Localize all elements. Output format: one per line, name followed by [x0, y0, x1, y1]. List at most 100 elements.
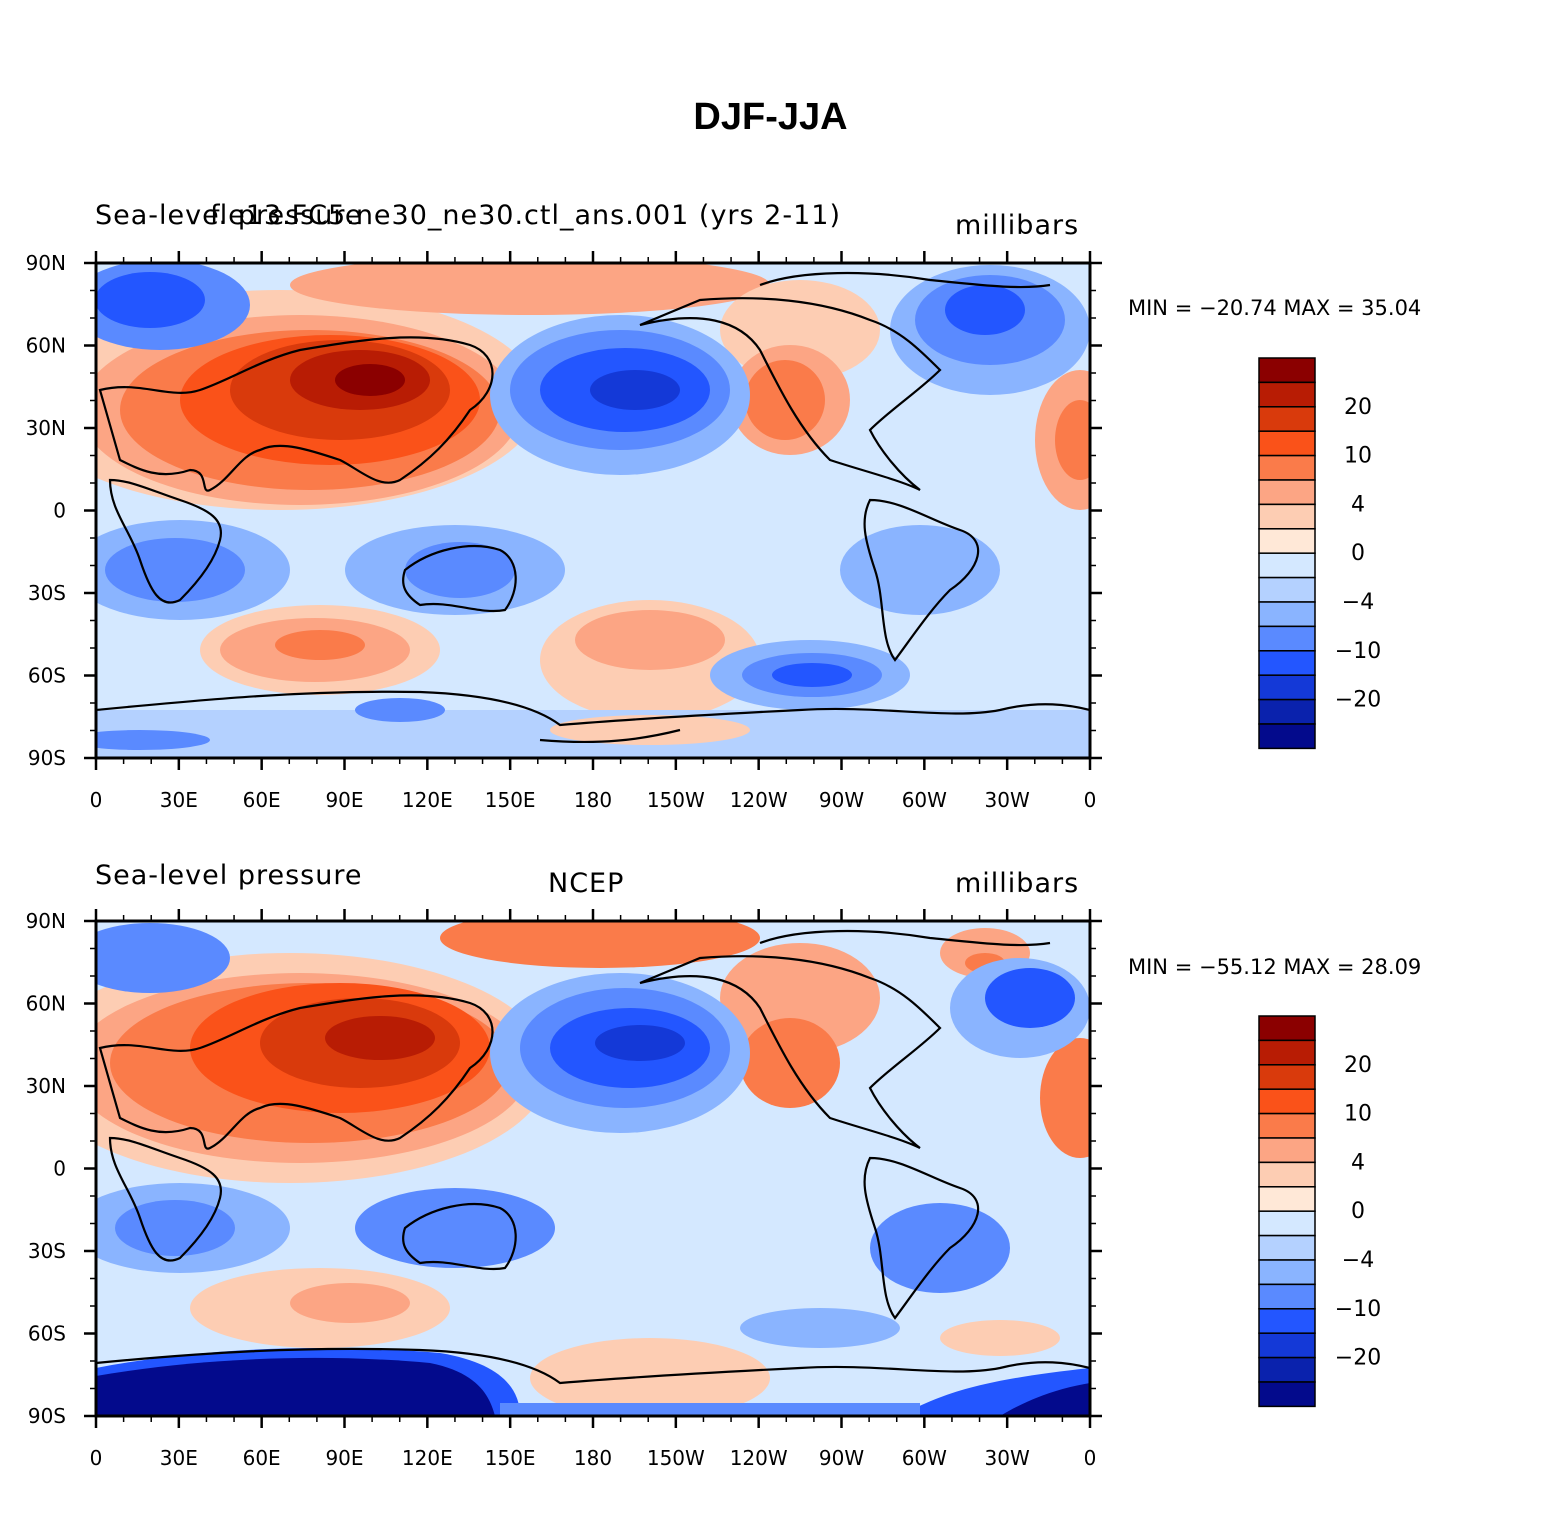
- panel1-units-label: millibars: [955, 210, 1080, 241]
- panel1-lat-label: 90N: [26, 251, 66, 275]
- panel1-lon-axis: 0 30E 60E 90E 120E 150E 180 150W 120W 90W 60W 30W 0: [90, 251, 1097, 812]
- panel1-colorbar-box: [1258, 479, 1316, 506]
- panel2-colorbar-box: [1258, 1308, 1316, 1334]
- panel2-lat-label: 0: [53, 1157, 66, 1181]
- panel1-colorbar-box: [1258, 454, 1316, 481]
- panel2-lat-label: 90S: [28, 1404, 66, 1428]
- panel2-lat-label: 60N: [26, 992, 66, 1016]
- panel2-colorbar-label: 20: [1344, 1053, 1372, 1078]
- panel2-lon-label: 60E: [243, 1446, 281, 1470]
- panel1-colorbar-box: [1258, 381, 1316, 408]
- panel2-colorbar-box: [1258, 1234, 1316, 1261]
- figure-title: DJF-JJA: [693, 96, 848, 138]
- panel1-colorbar-label: −20: [1335, 688, 1381, 713]
- panel2-field: [96, 921, 1090, 1416]
- panel1-colorbar-labels: 20 10 4 0 −4 −10 −20: [1335, 395, 1381, 713]
- panel1-colorbar-box: [1258, 430, 1316, 457]
- panel1-colorbar-boxes: [1258, 357, 1316, 750]
- panel2-lat-label: 60S: [28, 1322, 66, 1346]
- panel2-lat-label: 90N: [26, 909, 66, 933]
- panel1-colorbar-box: [1258, 357, 1316, 384]
- panel2-left-label: Sea-level pressure: [95, 860, 363, 891]
- panel1-lat-label: 90S: [28, 746, 66, 770]
- panel2-lon-label: 180: [574, 1446, 612, 1470]
- panel1-lon-label: 120W: [730, 788, 788, 812]
- panel2-map: 90N 60N 30N 0 30S 60S 90S 0 30E 60E 90E 120E 150E 18…: [26, 909, 1102, 1470]
- panel2-lon-label: 0: [1084, 1446, 1097, 1470]
- panel1-colorbar-box: [1258, 650, 1316, 676]
- panel1-coastlines: [96, 271, 1090, 744]
- panel2-colorbar-label: −4: [1342, 1248, 1374, 1273]
- panel2-lon-label: 150W: [647, 1446, 705, 1470]
- panel1-lat-label: 30N: [26, 416, 66, 440]
- panel1-colorbar-box: [1258, 674, 1316, 701]
- panel1-colorbar-label: −10: [1335, 639, 1381, 664]
- panel2-lat-axis: 90N 60N 30N 0 30S 60S 90S: [26, 909, 1102, 1428]
- panel1-lon-label: 60W: [902, 788, 947, 812]
- panel2-lon-label: 150E: [485, 1446, 536, 1470]
- panel2-lon-label: 90E: [325, 1446, 363, 1470]
- panel2-colorbar-box: [1258, 1332, 1316, 1359]
- panel2-colorbar-box: [1258, 1161, 1316, 1188]
- panel2-colorbar-label: −10: [1335, 1297, 1381, 1322]
- panel1-colorbar-label: 0: [1351, 541, 1365, 566]
- panel1-lon-label: 120E: [402, 788, 453, 812]
- panel1-lon-label: 90W: [819, 788, 864, 812]
- panel1-colorbar-box: [1258, 406, 1316, 432]
- panel1-colorbar-box: [1258, 601, 1316, 628]
- panel2-lat-label: 30N: [26, 1074, 66, 1098]
- panel1-lon-label: 90E: [325, 788, 363, 812]
- panel1-map: 90N 60N 30N 0 30S 60S 90S 0 30E 60E 90E 120E 150E 18…: [26, 251, 1102, 812]
- panel1-center-label: f.e13.FC5.ne30_ne30.ctl_ans.001 (yrs 2-1…: [210, 200, 841, 231]
- panel1-colorbar-box: [1258, 625, 1316, 652]
- panel1-min-max: MIN = −20.74 MAX = 35.04: [1128, 296, 1422, 320]
- panel2-colorbar-boxes: [1258, 1015, 1316, 1408]
- panel2-colorbar-labels: 20 10 4 0 −4 −10 −20: [1335, 1053, 1381, 1371]
- panel2-colorbar-box: [1258, 1064, 1316, 1090]
- panel1-lat-label: 60N: [26, 334, 66, 358]
- panel2-colorbar-box: [1258, 1137, 1316, 1164]
- panel2-units-label: millibars: [955, 868, 1080, 899]
- panel2-center-label: NCEP: [548, 868, 625, 899]
- panel1-lon-label: 0: [1084, 788, 1097, 812]
- panel1-lon-label: 150W: [647, 788, 705, 812]
- panel1-colorbar-box: [1258, 723, 1316, 750]
- panel2-lon-axis: 0 30E 60E 90E 120E 150E 180 150W 120W 90W 60W 30W 0: [90, 909, 1097, 1470]
- panel1-lat-label: 60S: [28, 664, 66, 688]
- panel2-lon-label: 30W: [985, 1446, 1030, 1470]
- panel1-colorbar-box: [1258, 576, 1316, 603]
- panel2-lon-label: 90W: [819, 1446, 864, 1470]
- panel1-colorbar-box: [1258, 503, 1316, 530]
- panel2-colorbar-box: [1258, 1112, 1316, 1139]
- panel1-colorbar-label: 20: [1344, 395, 1372, 420]
- panel1-lon-label: 30W: [985, 788, 1030, 812]
- panel2-lon-label: 60W: [902, 1446, 947, 1470]
- panel1-lat-label: 0: [53, 499, 66, 523]
- panel2-colorbar: 20 10 4 0 −4 −10 −20: [1258, 1015, 1381, 1408]
- panel1-field: [96, 263, 1090, 758]
- panel2-colorbar-label: −20: [1335, 1346, 1381, 1371]
- panel1-colorbar-label: 4: [1351, 492, 1365, 517]
- panel1-lon-label: 30E: [160, 788, 198, 812]
- panel2-colorbar-label: 0: [1351, 1199, 1365, 1224]
- panel2-lon-label: 120W: [730, 1446, 788, 1470]
- panel2-colorbar-box: [1258, 1283, 1316, 1310]
- panel2-colorbar-box: [1258, 1039, 1316, 1066]
- panel2-lon-label: 120E: [402, 1446, 453, 1470]
- panel1-colorbar-label: 10: [1344, 444, 1372, 469]
- panel1-colorbar: 20 10 4 0 −4 −10 −20: [1258, 357, 1381, 750]
- panel2-min-max: MIN = −55.12 MAX = 28.09: [1128, 955, 1422, 979]
- panel2-colorbar-box: [1258, 1088, 1316, 1115]
- panel1-colorbar-box: [1258, 528, 1316, 554]
- panel2-colorbar-label: 10: [1344, 1102, 1372, 1127]
- panel1-colorbar-box: [1258, 698, 1316, 725]
- panel2-colorbar-box: [1258, 1210, 1316, 1237]
- panel2-colorbar-box: [1258, 1015, 1316, 1042]
- panel1-lon-label: 0: [90, 788, 103, 812]
- panel2-lon-label: 30E: [160, 1446, 198, 1470]
- panel2-coastlines: [96, 929, 1090, 1385]
- panel2-colorbar-box: [1258, 1186, 1316, 1212]
- panel1-lat-label: 30S: [28, 581, 66, 605]
- panel2-lat-label: 30S: [28, 1239, 66, 1263]
- panel1-left-label: Sea-level pressure: [95, 200, 363, 231]
